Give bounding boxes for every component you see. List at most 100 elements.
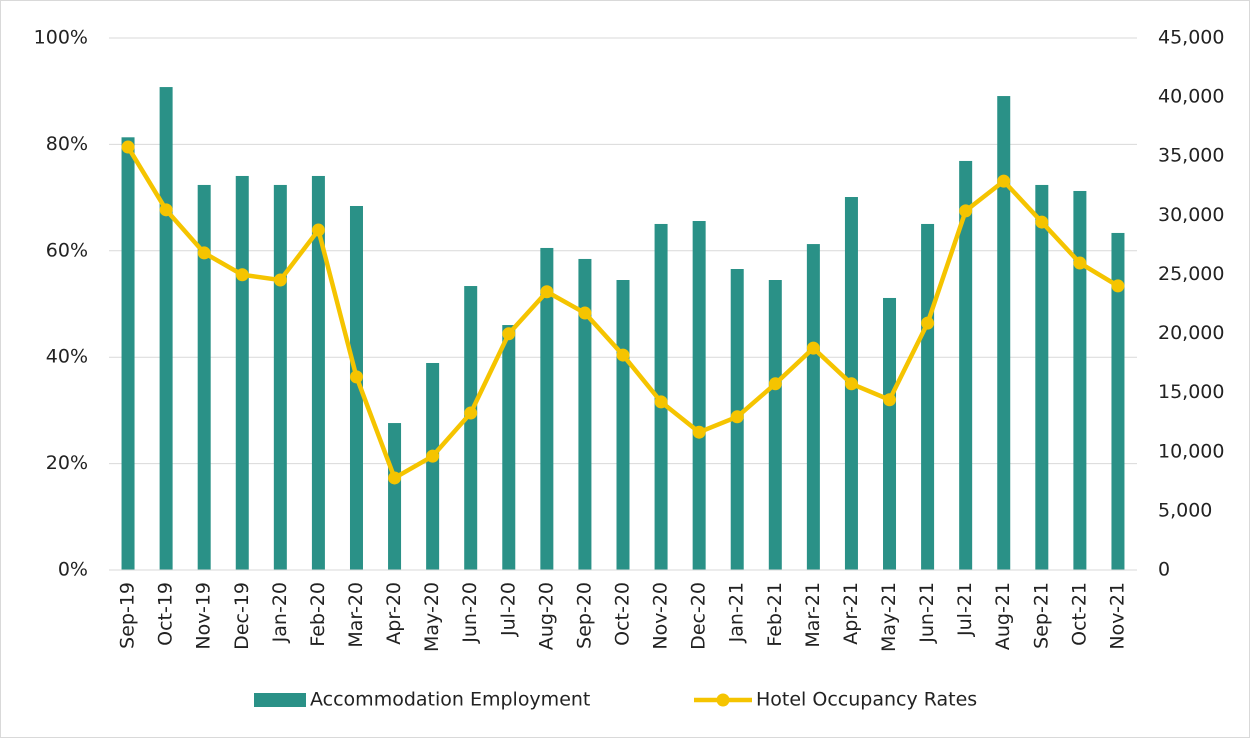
x-tick-label: Feb-21 [764,582,786,647]
bar [959,160,973,570]
line-marker [159,203,173,217]
bar [1111,232,1125,571]
x-tick-label: Jun-20 [459,582,481,644]
y2-tick-label: 45,000 [1158,27,1224,49]
line-marker [692,425,706,439]
x-tick-label: May-20 [421,582,443,652]
line-marker [654,395,668,409]
x-tick-label: Sep-21 [1030,582,1052,649]
bar [1073,190,1087,570]
bar [502,325,516,570]
bar [311,175,325,570]
y2-tick-label: 0 [1158,559,1170,581]
x-tick-label: Jul-21 [954,582,976,637]
x-tick-label: Oct-20 [612,582,634,646]
line-marker [883,393,897,407]
bar [768,280,782,570]
x-tick-label: Jun-21 [916,582,938,644]
legend-label: Hotel Occupancy Rates [756,689,977,711]
line-marker [616,348,630,362]
line-marker [426,449,440,463]
bar [197,184,211,570]
bar [1035,184,1049,570]
y2-tick-label: 10,000 [1158,440,1224,462]
line-marker [388,471,402,485]
y-tick-label: 20% [46,452,88,474]
bar [388,423,402,570]
x-tick-label: Sep-20 [573,582,595,649]
line-marker [844,377,858,391]
bar [997,96,1011,570]
line-marker [997,174,1011,188]
legend-label: Accommodation Employment [310,689,590,711]
y2-tick-label: 20,000 [1158,322,1224,344]
x-tick-label: Aug-21 [992,582,1014,650]
x-tick-label: Dec-20 [688,582,710,650]
bar [273,184,287,570]
bar [349,205,363,570]
line-marker [311,223,325,237]
x-tick-label: Oct-19 [155,582,177,646]
bar [235,175,249,570]
x-tick-label: Nov-20 [650,582,672,650]
line-marker [273,273,287,287]
y-tick-label: 100% [34,27,88,49]
y2-tick-label: 15,000 [1158,381,1224,403]
line-marker [921,316,935,330]
line-marker [578,306,592,320]
line-marker [502,327,516,341]
x-tick-label: Jan-21 [726,582,748,643]
y2-tick-label: 30,000 [1158,204,1224,226]
legend-swatch [254,693,306,707]
x-tick-label: Mar-20 [345,582,367,648]
line-marker [1035,215,1049,229]
bar [921,223,935,570]
x-tick-label: Aug-20 [535,582,557,650]
x-tick-label: Jul-20 [497,582,519,637]
line-marker [540,285,554,299]
x-tick-label: Nov-19 [193,582,215,650]
line-marker [349,370,363,384]
line-marker [730,410,744,424]
line-marker [1073,256,1087,270]
y2-tick-label: 35,000 [1158,145,1224,167]
line-marker [235,268,249,282]
bar [426,362,440,570]
y-tick-label: 80% [46,133,88,155]
line-marker [1111,279,1125,293]
line-marker [806,341,820,355]
line-marker [464,406,478,420]
line-marker [197,246,211,260]
bar [121,137,135,570]
line-marker [768,377,782,391]
legend-swatch [716,693,730,707]
bar [883,297,897,570]
x-tick-label: Oct-21 [1068,582,1090,646]
x-tick-label: Feb-20 [307,582,329,647]
x-tick-label: May-21 [878,582,900,652]
bar [806,244,820,570]
y2-tick-label: 5,000 [1158,499,1212,521]
x-tick-label: Apr-20 [383,582,405,645]
x-tick-label: Jan-20 [269,582,291,643]
bar [692,221,706,570]
line-marker [121,140,135,154]
y2-tick-label: 25,000 [1158,263,1224,285]
bar [159,87,173,570]
x-tick-label: Sep-19 [117,582,139,649]
y2-tick-label: 40,000 [1158,86,1224,108]
x-tick-label: Dec-19 [231,582,253,650]
bar [540,247,554,571]
x-tick-label: Nov-21 [1106,582,1128,650]
y-tick-label: 0% [58,559,88,581]
y-tick-label: 40% [46,346,88,368]
bar [578,258,592,570]
y-tick-label: 60% [46,239,88,261]
line-marker [959,204,973,218]
bar [616,280,630,570]
bar [464,286,478,570]
x-tick-label: Mar-21 [802,582,824,648]
x-tick-label: Apr-21 [840,582,862,645]
